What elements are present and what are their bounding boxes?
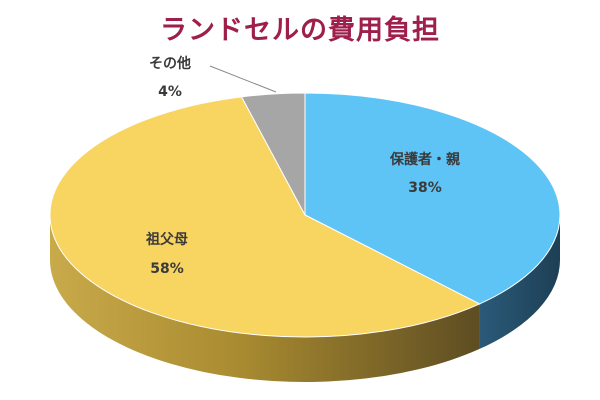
slice-label-parents-value: 38%: [408, 180, 442, 196]
chart-title: ランドセルの費用負担: [160, 15, 440, 46]
slice-label-parents-name: 保護者・親: [389, 151, 460, 168]
other-leader-line: [209, 65, 277, 93]
slice-label-grandparents-value: 58%: [150, 261, 184, 277]
pie-slice-other: [240, 92, 306, 216]
slice-label-grandparents-name: 祖父母: [145, 231, 188, 248]
pie-slice-parents: [304, 92, 561, 305]
pie-slice-grandparents: [49, 96, 481, 338]
pie-side-parents: [479, 215, 560, 349]
slice-label-other-value: 4%: [158, 84, 182, 100]
pie-side-grandparents: [50, 215, 480, 382]
slice-label-other-name: その他: [149, 55, 191, 72]
